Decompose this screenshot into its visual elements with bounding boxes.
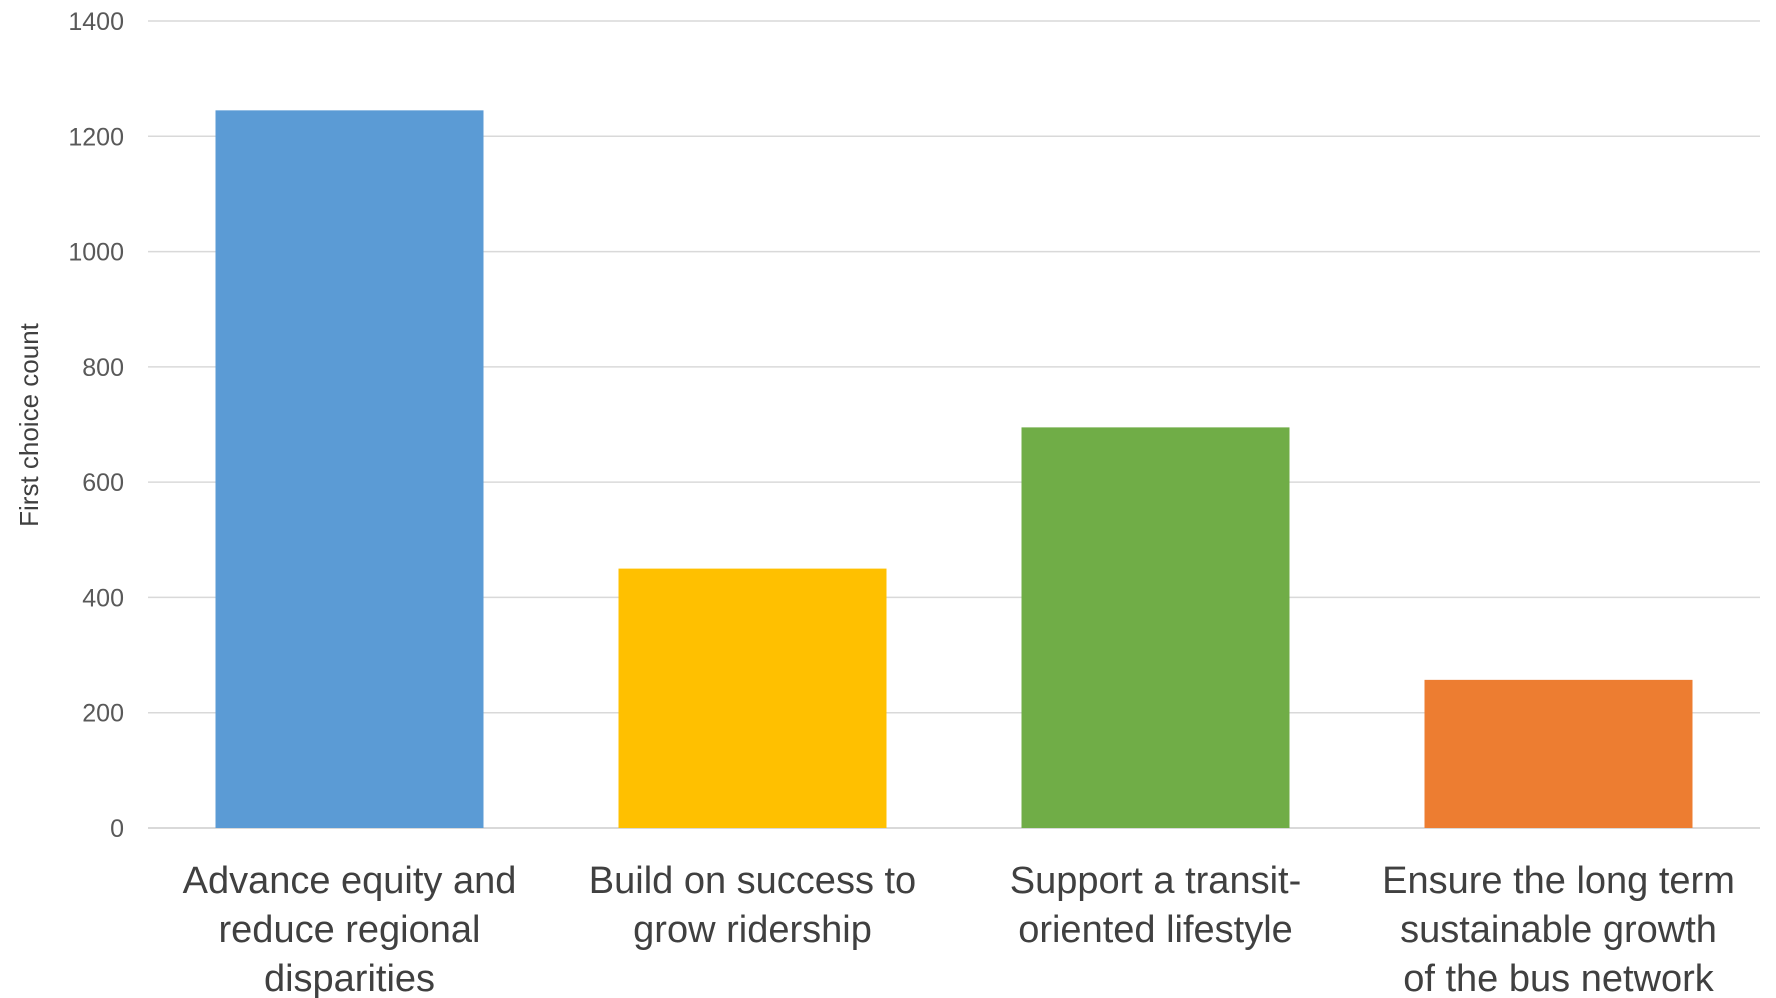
- bar-2: [618, 568, 887, 828]
- bar-3: [1021, 427, 1290, 828]
- x-axis-categories: Advance equity and reduce regional dispari…: [183, 860, 1735, 998]
- y-tick-label-800: 800: [82, 354, 124, 382]
- x-category-label-3: Support a transit-oriented lifestyle: [1010, 860, 1301, 951]
- y-tick-label-1000: 1000: [68, 239, 124, 267]
- x-category-label-2: Build on success to grow ridership: [589, 860, 916, 951]
- y-tick-label-600: 600: [82, 469, 124, 497]
- y-axis-ticks: 0 200 400 600 800 1000 1200 1400: [68, 8, 124, 843]
- y-tick-label-400: 400: [82, 584, 124, 612]
- y-axis-title: First choice count: [14, 322, 44, 527]
- bars: [215, 110, 1693, 828]
- x-category-label-1: Advance equity and reduce regional dispari…: [183, 860, 517, 998]
- x-category-label-4: Ensure the long term sustainable growth of…: [1382, 860, 1735, 998]
- y-tick-label-1400: 1400: [68, 8, 124, 36]
- bar-4: [1424, 679, 1693, 828]
- y-tick-label-0: 0: [110, 815, 124, 843]
- y-tick-label-1200: 1200: [68, 123, 124, 151]
- y-tick-label-200: 200: [82, 700, 124, 728]
- bar-1: [215, 110, 484, 828]
